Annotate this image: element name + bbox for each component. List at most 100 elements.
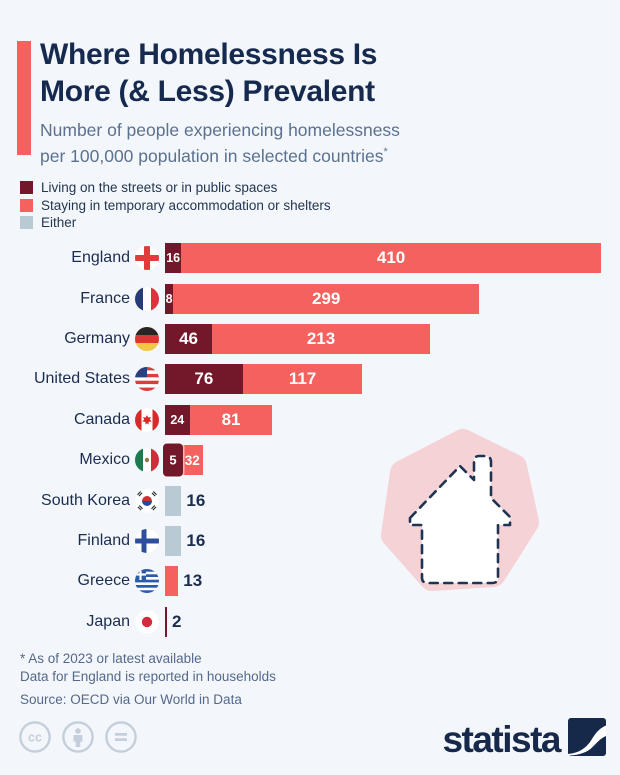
page-title: Where Homelessness Is More (& Less) Prev… [40, 36, 400, 110]
country-label: Finland [77, 531, 130, 549]
country-label: South Korea [41, 491, 130, 509]
bar-value-label: 16 [186, 490, 206, 510]
bar-area: 16 [165, 525, 620, 556]
bar-segment-streets: 46 [165, 323, 213, 354]
chart-row: Japan 2 [0, 602, 620, 642]
flag-icon-japan [135, 609, 159, 634]
bar-value-label: 46 [179, 328, 198, 348]
country-label: Japan [86, 612, 130, 630]
legend-label: Living on the streets or in public space… [41, 180, 278, 196]
chart-row: Greece 13 [0, 561, 620, 601]
chart-row: Germany 46 213 [0, 319, 620, 359]
bar-area: 13 [165, 566, 620, 597]
bar-segment-streets [165, 606, 167, 637]
bar-area: 46 213 [165, 323, 620, 354]
bar-value-label: 8 [165, 291, 173, 306]
title-accent-bar [17, 41, 31, 155]
bar-segment-shelters: 213 [212, 323, 430, 354]
bar-value-label: 16 [166, 251, 181, 266]
legend-swatch-streets [20, 181, 33, 195]
country-label: Germany [64, 329, 130, 347]
header: Where Homelessness Is More (& Less) Prev… [40, 36, 400, 167]
bar-segment-either [165, 525, 182, 556]
title-line-1: Where Homelessness Is [40, 38, 378, 71]
cc-by-icon[interactable] [61, 720, 95, 754]
flag-icon-canada [135, 407, 159, 432]
bar-segment-shelters: 299 [173, 283, 480, 314]
bar-value-label: 13 [183, 571, 203, 591]
bar-segment-shelters: 81 [189, 404, 273, 435]
bar-segment-shelters [165, 566, 179, 597]
chart-row: France 8 299 [0, 278, 620, 318]
footnote-marker: * [383, 146, 388, 158]
title-line-2: More (& Less) Prevalent [40, 75, 375, 108]
subtitle-line-1: Number of people experiencing homelessne… [40, 120, 400, 140]
flag-icon-finland [135, 528, 159, 553]
bar-value-label: 2 [172, 611, 182, 631]
chart-row: Mexico 5 32 [0, 440, 620, 480]
country-label: Greece [77, 572, 130, 590]
cc-nd-icon[interactable] [104, 720, 138, 754]
bar-area: 2 [165, 606, 620, 637]
legend-item-shelters: Staying in temporary accommodation or sh… [20, 197, 331, 215]
bar-value-label: 16 [186, 530, 206, 550]
source-line: Source: OECD via Our World in Data [20, 692, 242, 707]
cc-icon[interactable]: cc [18, 720, 52, 754]
footnote-line-2: Data for England is reported in househol… [20, 669, 276, 684]
flag-icon-mexico [135, 448, 159, 473]
bar-area: 16 [165, 485, 620, 516]
legend-item-either: Either [20, 214, 331, 232]
footnote-line-1: * As of 2023 or latest available [20, 651, 202, 666]
house-blob-graphic [381, 429, 539, 591]
bar-value-label: 299 [311, 288, 341, 308]
country-label: France [80, 289, 130, 307]
bar-value-label: 24 [170, 412, 185, 427]
flag-icon-france [135, 286, 159, 311]
statista-logo-icon [568, 718, 606, 761]
chart-row: South Korea 16 [0, 480, 620, 520]
bar-segment-streets: 8 [165, 283, 174, 314]
bar-segment-streets: 24 [165, 404, 190, 435]
country-label: United States [33, 370, 130, 388]
bar-area: 24 81 [165, 404, 620, 435]
flag-icon-south-korea [135, 488, 159, 513]
bar-value-label: 76 [194, 369, 214, 389]
legend-label: Either [41, 215, 77, 231]
footnotes: * As of 2023 or latest available Data fo… [20, 650, 276, 709]
bar-segment-shelters: 117 [242, 364, 363, 395]
bar-value-label: 117 [288, 369, 317, 389]
legend-label: Staying in temporary accommodation or sh… [41, 197, 331, 213]
svg-text:cc: cc [28, 731, 42, 745]
bar-segment-streets: 16 [165, 243, 182, 274]
legend-swatch-either [20, 216, 33, 230]
chart-row: Finland 16 [0, 521, 620, 561]
statista-wordmark: statista [442, 718, 561, 760]
bar-area: 16 410 [165, 243, 620, 274]
bar-area: 5 32 [163, 443, 620, 477]
flag-icon-united-states [135, 367, 159, 392]
bar-segment-either [165, 485, 182, 516]
house-illustration [372, 420, 544, 600]
country-label: England [71, 249, 130, 267]
bar-segment-shelters: 410 [181, 243, 601, 274]
flag-icon-greece [135, 569, 159, 594]
legend-item-streets: Living on the streets or in public space… [20, 179, 331, 197]
bar-value-label: 410 [376, 248, 406, 268]
dashed-house-icon [408, 454, 512, 585]
bar-area: 8 299 [165, 283, 620, 314]
country-label: Canada [73, 410, 130, 428]
flag-icon-england [135, 246, 159, 271]
bar-value-badge: 5 [163, 443, 183, 477]
page-subtitle: Number of people experiencing homelessne… [40, 119, 400, 167]
bar-segment-streets: 76 [165, 364, 243, 395]
chart-row: United States 76 117 [0, 359, 620, 399]
bar-chart: England 16 410 France 8 299 Germany 46 213 United… [0, 238, 620, 642]
chart-row: Canada 24 81 [0, 400, 620, 440]
legend-swatch-shelters [20, 198, 33, 212]
legend: Living on the streets or in public space… [20, 179, 331, 232]
cc-license-icons: cc [18, 720, 138, 754]
statista-logo[interactable]: statista [442, 718, 606, 761]
bar-value-label: 213 [306, 328, 336, 348]
country-label: Mexico [79, 451, 130, 469]
